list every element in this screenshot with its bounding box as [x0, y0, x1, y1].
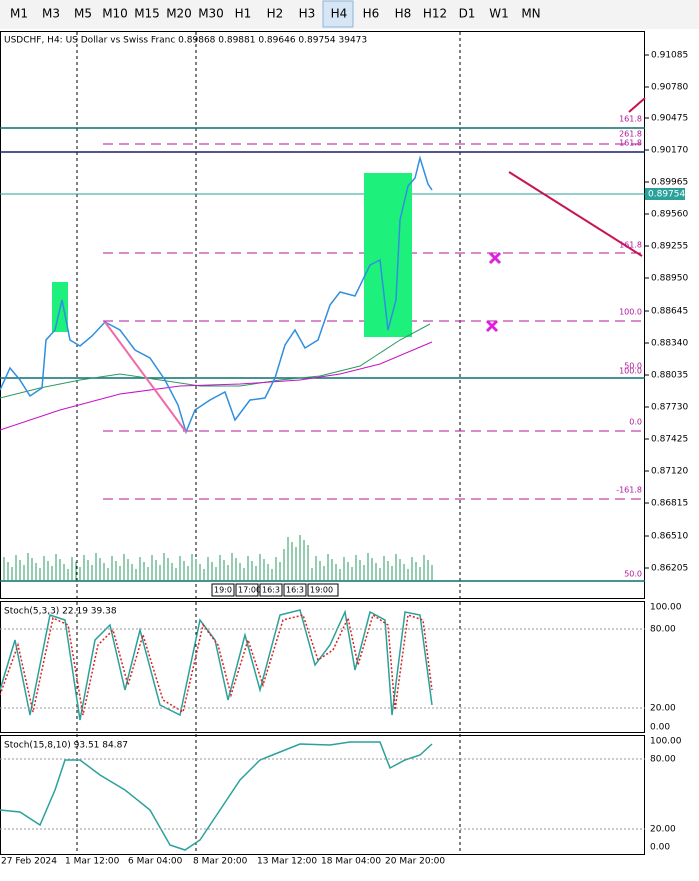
indicator-header: Stoch(15,8,10) 93.51 84.87 — [4, 741, 128, 751]
price-label: 0.88950 — [651, 274, 688, 284]
date-label: 1 Mar 12:00 — [65, 857, 120, 867]
date-label: 13 Mar 12:00 — [257, 857, 317, 867]
timeframe-button[interactable]: M10 — [102, 7, 128, 21]
timeframe-button[interactable]: H2 — [267, 7, 284, 21]
fib-label: 100.0 — [619, 308, 642, 317]
price-label: 0.86205 — [651, 564, 688, 574]
time-label: 19:0 — [214, 586, 232, 595]
timeframe-button[interactable]: H12 — [423, 7, 447, 21]
time-label: 17:00 — [238, 586, 261, 595]
time-label: 19:00 — [310, 586, 333, 595]
price-label: 0.87730 — [651, 403, 688, 413]
level-label: 100.00 — [650, 737, 682, 747]
timeframe-button[interactable]: M15 — [134, 7, 160, 21]
fib-label: 161.8 — [619, 241, 642, 250]
level-label: 80.00 — [650, 625, 676, 635]
fib-label: 261.8 — [619, 130, 642, 139]
timeframe-button[interactable]: H4 — [331, 7, 348, 21]
level-label: 20.00 — [650, 704, 676, 714]
price-label: 0.90170 — [651, 146, 688, 156]
price-label: 0.89255 — [651, 242, 688, 252]
stoch-slow-pane — [0, 735, 645, 855]
time-label: 16:3 — [262, 586, 280, 595]
timeframe-button[interactable]: H6 — [363, 7, 380, 21]
price-label: 0.88645 — [651, 307, 688, 317]
level-label: 20.00 — [650, 825, 676, 835]
fib-label: 50.0 — [624, 570, 642, 579]
price-label: 0.89560 — [651, 210, 688, 220]
date-label: 27 Feb 2024 — [1, 857, 57, 867]
time-label-box — [259, 583, 283, 597]
stoch-plots — [0, 609, 433, 851]
price-label: 0.87425 — [651, 435, 688, 445]
price-label: 0.88340 — [651, 339, 688, 349]
timeframe-button[interactable]: M3 — [42, 7, 60, 21]
timeframe-button[interactable]: M1 — [10, 7, 28, 21]
level-label: 0.00 — [650, 723, 670, 733]
time-label-box — [211, 583, 235, 597]
price-label: 0.89965 — [651, 178, 688, 188]
price-label: 0.90475 — [651, 114, 688, 124]
time-label-box — [307, 583, 339, 597]
fib-label: 0.0 — [629, 418, 642, 427]
timeframe-button[interactable]: H1 — [235, 7, 252, 21]
volume — [3, 535, 433, 581]
date-label: 20 Mar 20:00 — [385, 857, 445, 867]
price-label: 0.86510 — [651, 532, 688, 542]
active-tab — [322, 0, 354, 28]
date-label: 18 Mar 04:00 — [321, 857, 381, 867]
period-separators — [76, 32, 461, 854]
price-label: 0.87120 — [651, 467, 688, 477]
date-label: 6 Mar 04:00 — [128, 857, 183, 867]
time-label-box — [235, 583, 259, 597]
timeframe-button[interactable]: H8 — [395, 7, 412, 21]
fib-label: -161.8 — [616, 486, 642, 495]
price-label: 0.86815 — [651, 499, 688, 509]
fib-label: 100.0 — [619, 367, 642, 376]
timeframe-button[interactable]: M20 — [166, 7, 192, 21]
date-label: 8 Mar 20:00 — [193, 857, 248, 867]
timeframe-button[interactable]: H3 — [299, 7, 316, 21]
time-label-box — [283, 583, 307, 597]
fib-label: 161.8 — [619, 115, 642, 124]
timeframe-button[interactable]: MN — [521, 7, 540, 21]
fib-label: 50.0 — [624, 362, 642, 371]
price-label: 0.90780 — [651, 83, 688, 93]
timeframe-button[interactable]: M5 — [74, 7, 92, 21]
indicator-header: Stoch(5,3,3) 22.19 39.38 — [4, 607, 117, 617]
price-plot — [0, 97, 646, 435]
timeframe-button[interactable]: W1 — [489, 7, 509, 21]
markers — [485, 251, 502, 333]
fib-label: 161.8 — [619, 139, 642, 148]
current-price: 0.89754 — [648, 190, 685, 200]
level-label: 100.00 — [650, 603, 682, 613]
main-pane — [0, 31, 645, 599]
level-label: 80.00 — [650, 755, 676, 765]
timeframe-button[interactable]: M30 — [198, 7, 224, 21]
chart-header: USDCHF, H4: US Dollar vs Swiss Franc 0.8… — [4, 36, 367, 46]
price-label: 0.91085 — [651, 51, 688, 61]
stoch-fast-pane — [0, 601, 645, 733]
time-label: 16:3 — [286, 586, 304, 595]
price-label: 0.88035 — [651, 371, 688, 381]
price-tag — [645, 188, 685, 200]
level-label: 0.00 — [650, 843, 670, 853]
timeframe-button[interactable]: D1 — [459, 7, 476, 21]
